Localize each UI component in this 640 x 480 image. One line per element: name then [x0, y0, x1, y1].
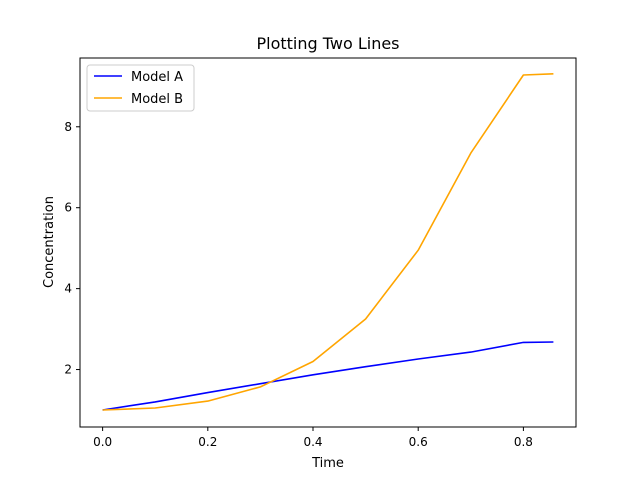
y-tick-label: 4 — [64, 282, 72, 296]
x-tick-label: 0.8 — [514, 435, 533, 449]
legend-label: Model B — [131, 92, 183, 107]
y-tick-label: 6 — [64, 201, 72, 215]
x-tick-label: 0.4 — [303, 435, 322, 449]
x-tick-label: 0.6 — [409, 435, 428, 449]
series-line-1 — [102, 341, 554, 411]
legend-label: Model A — [131, 70, 183, 85]
y-axis-label: Concentration — [42, 196, 57, 288]
x-tick-label: 0.0 — [93, 435, 112, 449]
y-tick-label: 2 — [64, 363, 72, 377]
legend: Model A Model B — [86, 64, 195, 112]
x-tick-label: 0.2 — [198, 435, 217, 449]
plot-frame — [79, 57, 577, 428]
chart-title: Plotting Two Lines — [256, 34, 399, 53]
series-line-2 — [102, 73, 554, 411]
y-tick-label: 8 — [64, 120, 72, 134]
series-lines — [102, 73, 554, 411]
x-axis-label: Time — [311, 456, 344, 471]
axis-ticks: 0.0 0.2 0.4 0.6 0.8 2 4 6 8 — [64, 120, 533, 449]
